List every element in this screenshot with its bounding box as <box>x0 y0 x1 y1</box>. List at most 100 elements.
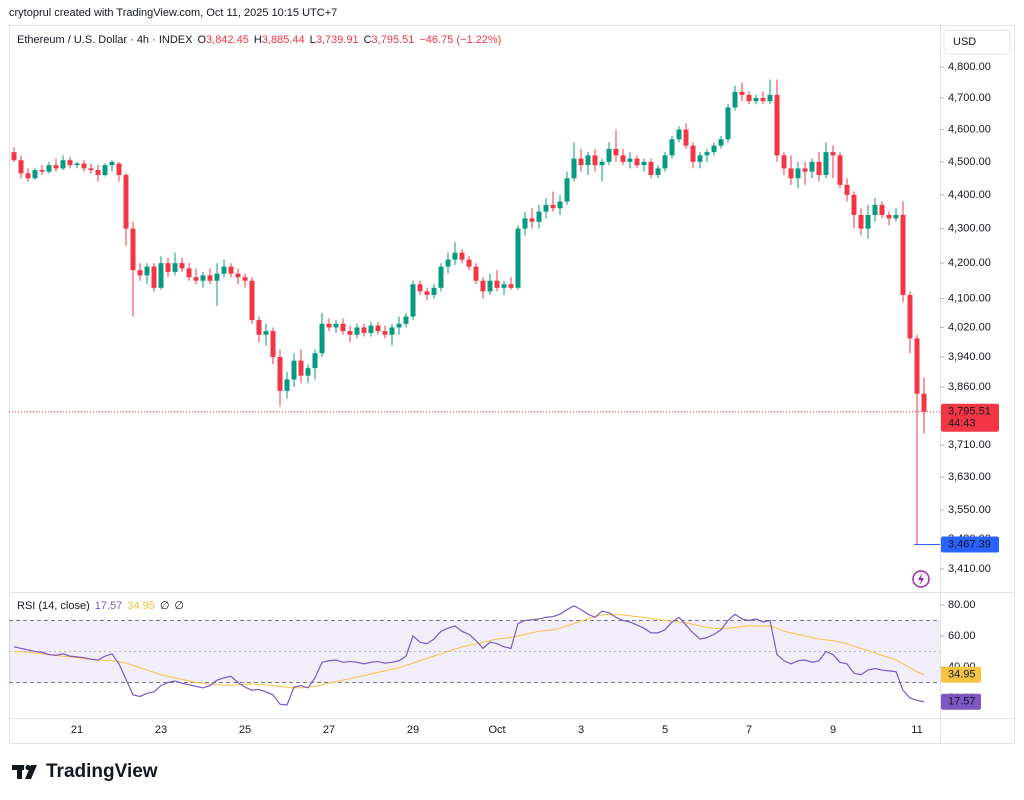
candle-body <box>466 259 472 267</box>
candle-body <box>312 353 318 369</box>
candle-body <box>837 155 843 185</box>
rsi-value-box <box>941 693 981 710</box>
y-tick-label: 4,020.00 <box>948 321 991 333</box>
alert-icon[interactable] <box>912 570 930 588</box>
y-tick-label: 3,860.00 <box>948 381 991 393</box>
candle-body <box>767 94 773 102</box>
candle-body <box>361 327 367 333</box>
x-tick-label: Oct <box>488 724 505 736</box>
candle-body <box>865 215 871 229</box>
candle-body <box>347 331 353 335</box>
candle-body <box>725 107 731 140</box>
candle-body <box>753 98 759 102</box>
candle-body <box>550 204 556 209</box>
price-label: 3,467.39 <box>948 538 991 550</box>
candle-body <box>886 215 892 219</box>
candle-body <box>676 129 682 140</box>
y-tick-label: 4,600.00 <box>948 124 991 136</box>
candle-body <box>578 158 584 166</box>
rsi-value-label: 17.57 <box>948 696 976 708</box>
candle-body <box>571 158 577 179</box>
candle-body <box>368 325 374 333</box>
candle-body <box>480 280 486 292</box>
rsi-legend: RSI (14, close) 17.57 34.95 ∅ ∅ <box>17 600 184 612</box>
alert-circle[interactable] <box>912 570 930 588</box>
candle-body <box>802 168 808 172</box>
credit: crytoprul created with TradingView.com, … <box>9 7 337 19</box>
rsi-readout: 34.95 <box>127 600 155 612</box>
candle-body <box>235 273 241 278</box>
y-tick-label: 4,100.00 <box>948 292 991 304</box>
currency[interactable]: USD <box>953 36 976 48</box>
candle-body <box>438 266 444 288</box>
x-tick-label: 7 <box>746 724 752 736</box>
candle-body <box>319 323 325 354</box>
readout-value: 3,885.44 <box>262 34 305 46</box>
candle-body <box>529 218 535 222</box>
candle-body <box>193 277 199 281</box>
candle-body <box>858 215 864 229</box>
candle-body <box>151 266 157 288</box>
candle-body <box>172 263 178 272</box>
candle-body <box>228 266 234 274</box>
candle-body <box>417 284 423 292</box>
candle-body <box>67 160 73 166</box>
candle-body <box>501 284 507 288</box>
readout-value: 3,795.51 <box>372 34 415 46</box>
rsi-title: RSI (14, close) <box>17 600 90 612</box>
candle-body <box>872 204 878 216</box>
logo-dot <box>25 764 31 771</box>
candle-body <box>340 323 346 332</box>
candle-body <box>284 379 290 391</box>
candle-body <box>81 163 87 169</box>
candle-body <box>613 148 619 156</box>
candle-body <box>221 266 227 274</box>
candle-body <box>739 91 745 95</box>
rsi-readout: ∅ <box>174 600 184 612</box>
chart-frame <box>9 25 1015 744</box>
y-tick-label: 4,700.00 <box>948 92 991 104</box>
candle-body <box>256 320 262 335</box>
candle-body <box>732 91 738 108</box>
candle-body <box>592 155 598 166</box>
candle-body <box>634 158 640 166</box>
rsi-line <box>13 613 925 689</box>
candle-body <box>893 215 899 219</box>
readout-value: 3,739.91 <box>316 34 359 46</box>
candle-body <box>830 152 836 156</box>
rsi-value-box <box>941 666 981 683</box>
candle-body <box>809 161 815 172</box>
candle-body <box>655 168 661 175</box>
rsi-readout: 17.57 <box>95 600 123 612</box>
candle-body <box>333 323 339 328</box>
alert-bolt[interactable] <box>918 573 924 585</box>
candle-body <box>515 228 521 288</box>
candle-body <box>109 161 115 166</box>
currency-button[interactable] <box>943 29 1011 55</box>
candle-body <box>375 325 381 332</box>
candle-body <box>606 148 612 162</box>
readout-label: L <box>310 34 316 46</box>
candle-body <box>354 327 360 335</box>
candle-body <box>914 338 920 394</box>
candle-body <box>620 155 626 162</box>
candle-body <box>396 323 402 328</box>
candle-body <box>641 161 647 166</box>
candle-body <box>522 218 528 229</box>
rsi-value-label: 34.95 <box>948 669 976 681</box>
candle-body <box>305 368 311 376</box>
candle-body <box>88 168 94 171</box>
candle-body <box>704 152 710 156</box>
candle-body <box>165 263 171 272</box>
candle-body <box>851 194 857 216</box>
candle-body <box>536 211 542 222</box>
candle-body <box>585 155 591 166</box>
candle-body <box>410 284 416 317</box>
candle-body <box>445 259 451 267</box>
candle-body <box>816 161 822 175</box>
candle-body <box>907 294 913 339</box>
candle-body <box>718 139 724 146</box>
candle-body <box>746 94 752 102</box>
candle-body <box>123 174 129 229</box>
